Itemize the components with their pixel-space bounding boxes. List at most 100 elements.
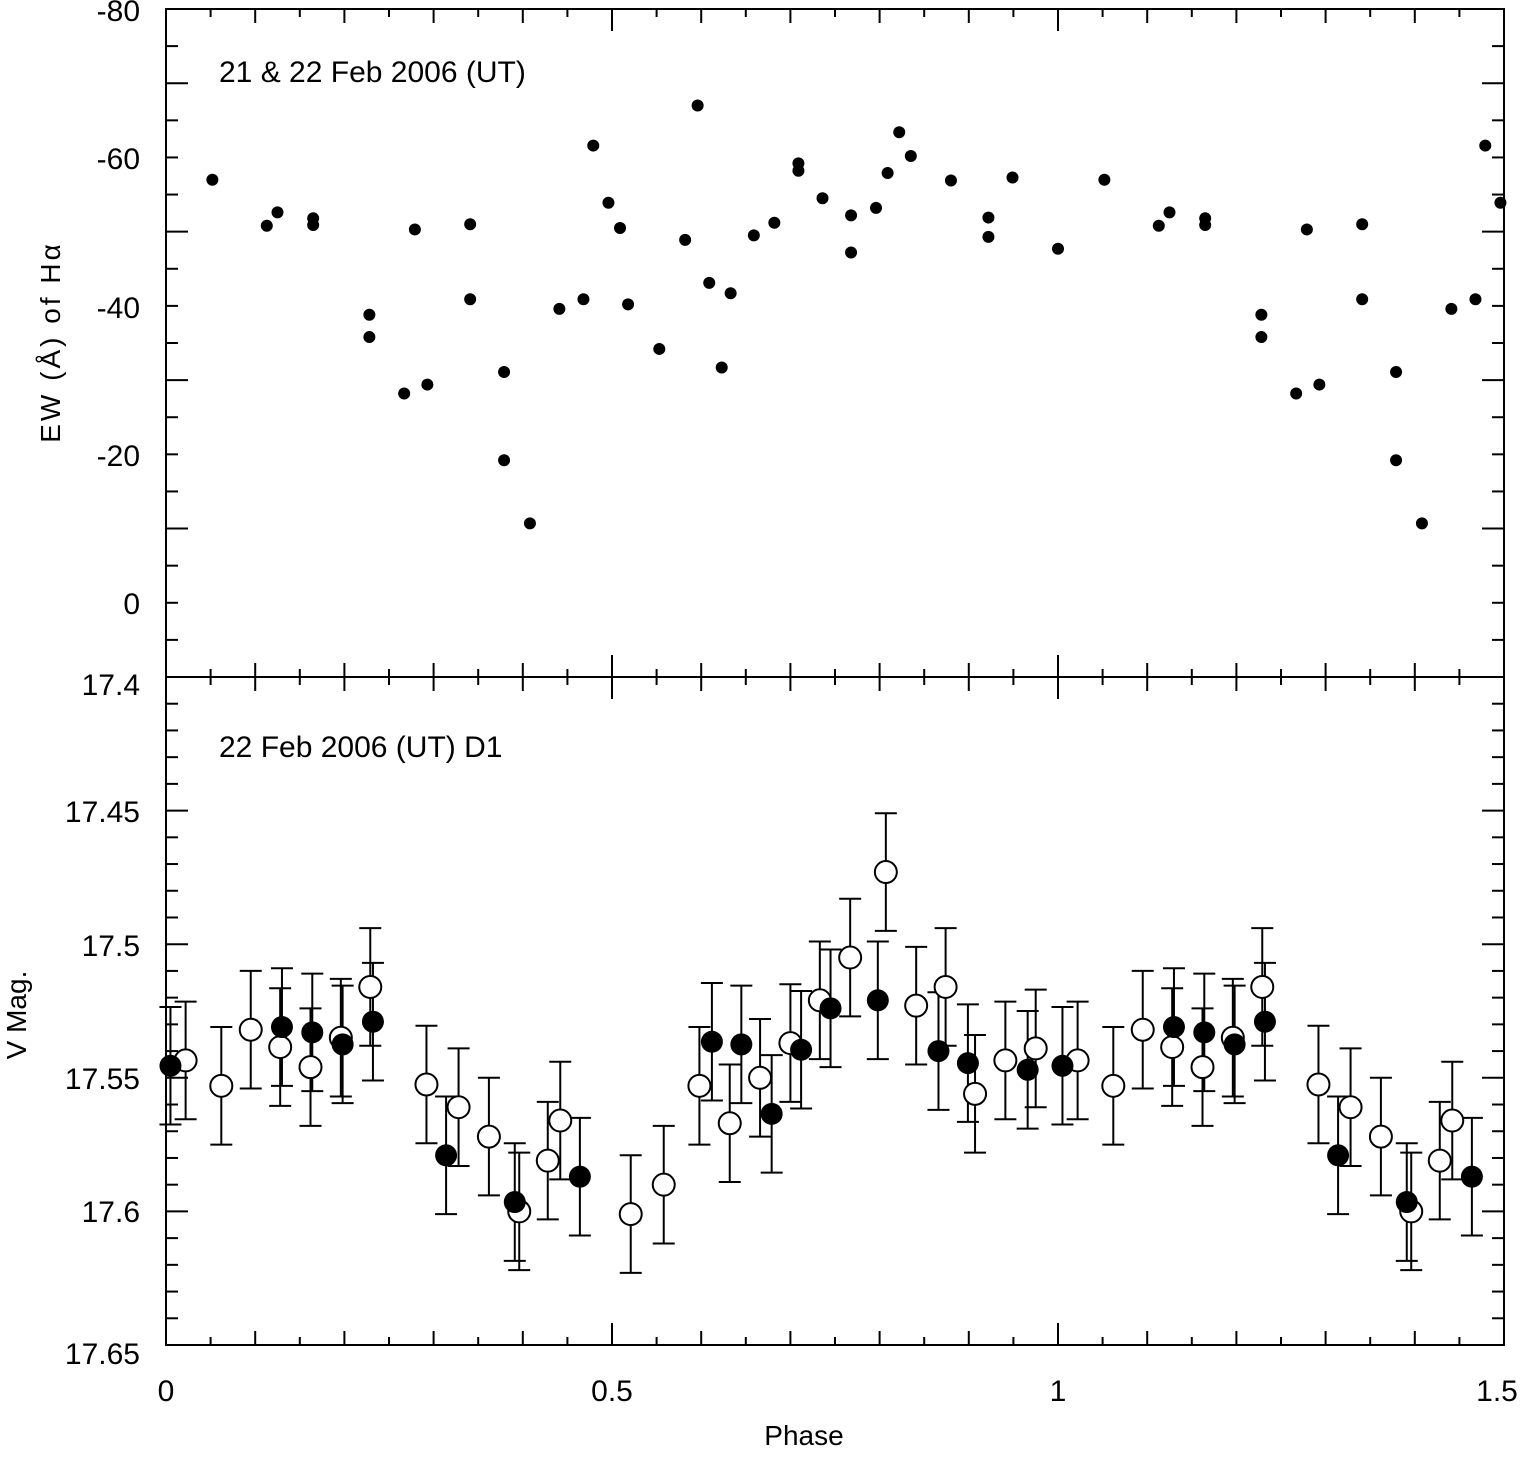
ew-point — [1199, 218, 1212, 231]
bottom-y-axis-title: V Mag. — [1, 971, 32, 1060]
vmag-open-point — [414, 1072, 439, 1097]
vmag-filled-point — [1327, 1144, 1350, 1167]
ew-point — [1390, 454, 1403, 467]
bottom-y-tick-label: 17.45 — [65, 796, 140, 829]
vmag-open-point — [476, 1124, 501, 1149]
vmag-filled-point — [760, 1102, 783, 1125]
bottom-y-tick-label: 17.5 — [82, 930, 140, 963]
ew-point — [363, 308, 376, 321]
ew-point — [904, 149, 917, 162]
bottom-y-tick-label: 17.6 — [82, 1196, 140, 1229]
ew-point — [602, 196, 615, 209]
ew-point — [1494, 196, 1507, 209]
ew-point — [1163, 206, 1176, 219]
vmag-filled-point — [1460, 1165, 1483, 1188]
top-y-tick-label: -60 — [97, 143, 140, 176]
ew-point — [703, 276, 716, 289]
ew-point — [792, 164, 805, 177]
ew-point — [1356, 218, 1369, 231]
x-axis-title: Phase — [764, 1420, 843, 1451]
x-tick-label: 0 — [158, 1375, 175, 1408]
vmag-open-point — [1101, 1073, 1126, 1098]
vmag-filled-point — [1223, 1033, 1246, 1056]
ew-point — [747, 229, 760, 242]
vmag-open-point — [446, 1095, 471, 1120]
ew-point — [408, 223, 421, 236]
top-y-tick-label: -20 — [97, 440, 140, 473]
ew-point — [724, 287, 737, 300]
bottom-x-tick-labels: 0 0.5 1 1.5 — [158, 1375, 1518, 1408]
ew-point — [1415, 517, 1428, 530]
vmag-open-point — [1440, 1108, 1465, 1133]
ew-point — [587, 139, 600, 152]
vmag-filled-point — [1016, 1058, 1039, 1081]
ew-point — [691, 99, 704, 112]
top-y-tick-label: -80 — [97, 0, 140, 28]
ew-point — [1469, 293, 1482, 306]
vmag-open-point — [238, 1017, 263, 1042]
vmag-open-point — [1130, 1017, 1155, 1042]
vmag-open-point — [873, 860, 898, 885]
ew-point — [464, 218, 477, 231]
ew-point — [679, 233, 692, 246]
vmag-open-point — [209, 1073, 234, 1098]
vmag-open-point — [1368, 1124, 1393, 1149]
vmag-filled-point — [790, 1038, 813, 1061]
ew-point — [1290, 387, 1303, 400]
vmag-filled-point — [270, 1016, 293, 1039]
ew-point — [982, 230, 995, 243]
ew-point — [845, 246, 858, 259]
ew-point — [464, 293, 477, 306]
ew-point — [260, 219, 273, 232]
ew-point — [498, 454, 511, 467]
ew-point — [1052, 242, 1064, 255]
vmag-filled-point — [956, 1052, 979, 1075]
top-y-tick-labels: -80 -60 -40 -20 0 — [97, 0, 140, 621]
ew-point — [893, 126, 906, 139]
vmag-filled-point — [927, 1040, 950, 1063]
vmag-filled-point — [1162, 1016, 1185, 1039]
bottom-ticks — [165, 676, 1505, 1346]
top-y-axis-title: EW (Å) of Hα — [35, 241, 66, 443]
vmag-filled-point — [1193, 1021, 1216, 1044]
vmag-open-point — [268, 1035, 293, 1060]
ew-point — [1390, 365, 1403, 378]
top-panel: -80 -60 -40 -20 0 21 & 22 Feb 2006 (UT) … — [35, 0, 1507, 678]
vmag-open-point — [298, 1055, 323, 1080]
ew-point — [1006, 171, 1019, 184]
top-ticks — [165, 9, 1505, 678]
vmag-filled-point — [700, 1030, 723, 1053]
bottom-annotation: 22 Feb 2006 (UT) D1 — [219, 731, 502, 764]
vmag-open-point — [548, 1108, 573, 1133]
ew-point — [622, 298, 635, 311]
ew-point — [1152, 219, 1165, 232]
vmag-open-point — [993, 1048, 1018, 1073]
vmag-filled-point — [866, 989, 889, 1012]
vmag-open-point — [717, 1111, 742, 1136]
ew-point — [1356, 293, 1369, 306]
bottom-series — [159, 812, 1483, 1274]
ew-point — [1255, 331, 1268, 344]
ew-point — [553, 302, 566, 315]
vmag-filled-point — [1253, 1010, 1276, 1033]
ew-point — [1313, 378, 1326, 391]
vmag-open-point — [1306, 1072, 1331, 1097]
bottom-y-tick-labels: 17.4 17.45 17.5 17.55 17.6 17.65 — [65, 669, 140, 1371]
vmag-open-point — [1338, 1095, 1363, 1120]
vmag-open-point — [1160, 1035, 1185, 1060]
top-annotation: 21 & 22 Feb 2006 (UT) — [219, 56, 526, 89]
ew-point — [206, 173, 219, 186]
ew-point — [498, 365, 511, 378]
vmag-open-point — [535, 1148, 560, 1173]
ew-point — [845, 209, 858, 222]
ew-point — [768, 216, 781, 229]
vmag-open-point — [838, 945, 863, 970]
vmag-open-point — [933, 974, 958, 999]
x-tick-label: 1.5 — [1476, 1375, 1518, 1408]
ew-point — [870, 201, 883, 214]
vmag-filled-point — [301, 1021, 324, 1044]
ew-point — [523, 517, 536, 530]
ew-point — [1098, 173, 1111, 186]
ew-point — [653, 342, 666, 355]
vmag-open-point — [687, 1073, 712, 1098]
